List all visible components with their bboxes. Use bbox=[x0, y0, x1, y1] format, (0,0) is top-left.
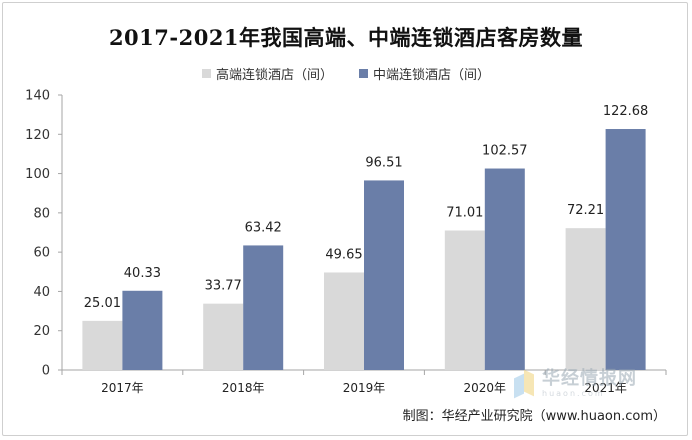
data-label-mid-range: 122.68 bbox=[603, 104, 649, 119]
x-tick-label: 2018年 bbox=[222, 381, 265, 395]
x-tick-label: 2017年 bbox=[101, 381, 144, 395]
y-tick-label: 20 bbox=[33, 324, 50, 339]
y-tick-label: 0 bbox=[42, 364, 50, 379]
source-footer: 制图：华经产业研究院（www.huaon.com） bbox=[403, 405, 666, 424]
bar-high-end bbox=[445, 231, 485, 370]
y-tick-label: 100 bbox=[25, 167, 50, 182]
data-label-high-end: 25.01 bbox=[84, 296, 121, 311]
bar-mid-range bbox=[122, 291, 162, 370]
watermark-logo-icon bbox=[514, 372, 536, 396]
y-tick-label: 120 bbox=[25, 128, 50, 143]
data-label-mid-range: 63.42 bbox=[245, 220, 282, 235]
bar-high-end bbox=[203, 304, 243, 370]
data-label-mid-range: 102.57 bbox=[482, 144, 528, 159]
y-tick-label: 40 bbox=[33, 285, 50, 300]
x-tick-label: 2020年 bbox=[464, 381, 507, 395]
watermark-subtitle: huaon.com bbox=[542, 390, 637, 398]
y-tick-label: 80 bbox=[33, 206, 50, 221]
bar-mid-range bbox=[364, 180, 404, 370]
watermark-title: 华经情报网 bbox=[542, 370, 637, 388]
watermark: 华经情报网 huaon.com bbox=[514, 370, 664, 398]
data-label-high-end: 33.77 bbox=[205, 279, 242, 294]
bar-mid-range bbox=[243, 245, 283, 370]
bar-mid-range bbox=[606, 129, 646, 370]
data-label-high-end: 71.01 bbox=[446, 206, 483, 221]
x-tick-label: 2019年 bbox=[343, 381, 386, 395]
data-label-mid-range: 96.51 bbox=[365, 155, 402, 170]
bar-high-end bbox=[324, 272, 364, 370]
data-label-high-end: 72.21 bbox=[567, 203, 604, 218]
bar-high-end bbox=[566, 228, 606, 370]
bar-mid-range bbox=[485, 169, 525, 370]
y-tick-label: 60 bbox=[33, 246, 50, 261]
data-label-mid-range: 40.33 bbox=[124, 266, 161, 281]
bar-high-end bbox=[82, 321, 122, 370]
data-label-high-end: 49.65 bbox=[325, 247, 362, 262]
y-tick-label: 140 bbox=[25, 89, 50, 104]
